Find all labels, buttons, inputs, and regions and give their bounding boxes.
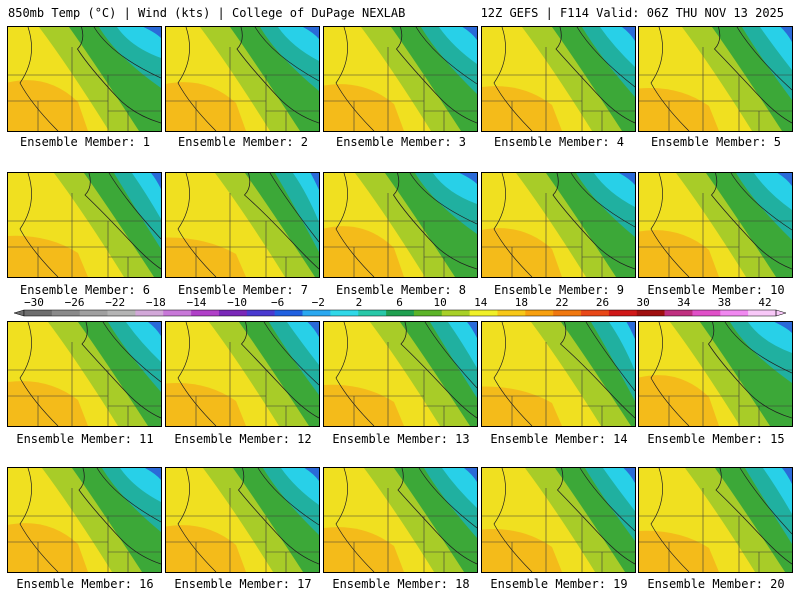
colorbar-swatch: [748, 310, 777, 316]
colorbar-swatch: [135, 310, 164, 316]
colorbar-high-arrow: [775, 309, 787, 317]
ensemble-member-map: [481, 321, 636, 427]
ensemble-member-label: Ensemble Member: 10: [647, 283, 785, 297]
colorbar-swatch: [608, 310, 638, 316]
colorbar-swatch: [636, 310, 665, 316]
ensemble-member-label: Ensemble Member: 9: [493, 283, 625, 297]
colorbar-tick-label: 30: [637, 296, 650, 309]
ensemble-member-label: Ensemble Member: 7: [177, 283, 309, 297]
colorbar-tick-label: −6: [271, 296, 284, 309]
ensemble-member-label: Ensemble Member: 3: [335, 135, 467, 149]
ensemble-member-map: [165, 172, 320, 278]
ensemble-member-label: Ensemble Member: 20: [647, 577, 785, 591]
ensemble-member-map: [323, 172, 478, 278]
ensemble-member-label: Ensemble Member: 8: [335, 283, 467, 297]
ensemble-member-map: [323, 321, 478, 427]
colorbar-tick-label: 26: [596, 296, 609, 309]
colorbar-tick-label: 18: [515, 296, 528, 309]
ensemble-member-map: [638, 467, 793, 573]
colorbar-swatch: [525, 310, 554, 316]
colorbar-swatch: [107, 310, 136, 316]
colorbar-swatch: [163, 310, 192, 316]
colorbar-swatch: [302, 310, 331, 316]
ensemble-member-map: [165, 321, 320, 427]
ensemble-member-label: Ensemble Member: 19: [490, 577, 628, 591]
colorbar-tick-label: −14: [187, 296, 207, 309]
ensemble-member-label: Ensemble Member: 16: [16, 577, 154, 591]
ensemble-member-label: Ensemble Member: 11: [16, 432, 154, 446]
colorbar-tick-label: 42: [758, 296, 771, 309]
colorbar-tick-label: 10: [433, 296, 446, 309]
colorbar-tick-label: −10: [227, 296, 247, 309]
colorbar-swatch: [664, 310, 693, 316]
colorbar-swatch: [274, 310, 303, 316]
ensemble-member-map: [323, 26, 478, 132]
colorbar-tick-label: −26: [65, 296, 85, 309]
colorbar-tick-label: 14: [474, 296, 488, 309]
ensemble-member-label: Ensemble Member: 12: [174, 432, 312, 446]
colorbar-tick-label: 6: [396, 296, 403, 309]
colorbar-swatch: [581, 310, 610, 316]
colorbar-swatch: [386, 310, 415, 316]
ensemble-member-label: Ensemble Member: 4: [493, 135, 625, 149]
colorbar-swatch: [330, 310, 359, 316]
ensemble-member-map: [7, 26, 162, 132]
colorbar-tick-label: 22: [555, 296, 568, 309]
colorbar-swatch: [24, 310, 53, 316]
colorbar-swatch: [79, 310, 108, 316]
ensemble-member-map: [638, 321, 793, 427]
temperature-colorbar: −30 −26 −22 −18 −14 −10 −6 −2 2 6 10 14 18 22 26 30 34 38…: [0, 295, 800, 320]
colorbar-swatch: [246, 310, 275, 316]
ensemble-member-map: [638, 26, 793, 132]
colorbar-tick-label: 2: [356, 296, 363, 309]
colorbar-low-arrow: [13, 309, 25, 317]
ensemble-member-map: [323, 467, 478, 573]
colorbar-swatch: [191, 310, 220, 316]
colorbar-swatch: [51, 310, 81, 316]
ensemble-member-label: Ensemble Member: 17: [174, 577, 312, 591]
ensemble-member-map: [481, 467, 636, 573]
colorbar-tick-label: −22: [105, 296, 125, 309]
colorbar-swatch: [413, 310, 443, 316]
ensemble-member-label: Ensemble Member: 14: [490, 432, 628, 446]
colorbar-swatch: [441, 310, 470, 316]
colorbar-swatch: [469, 310, 498, 316]
ensemble-member-map: [481, 26, 636, 132]
map-title: 850mb Temp (°C) | Wind (kts) | College o…: [8, 6, 406, 20]
colorbar-tick-label: −2: [312, 296, 325, 309]
colorbar-swatch: [692, 310, 721, 316]
colorbar-tick-label: −30: [24, 296, 44, 309]
colorbar-swatch: [358, 310, 387, 316]
colorbar-swatch: [218, 310, 248, 316]
colorbar-swatch: [720, 310, 749, 316]
ensemble-member-label: Ensemble Member: 13: [332, 432, 470, 446]
ensemble-member-map: [7, 321, 162, 427]
colorbar-swatch: [553, 310, 582, 316]
ensemble-member-label: Ensemble Member: 18: [332, 577, 470, 591]
ensemble-member-label: Ensemble Member: 5: [650, 135, 782, 149]
ensemble-member-label: Ensemble Member: 6: [19, 283, 151, 297]
ensemble-member-label: Ensemble Member: 1: [19, 135, 151, 149]
colorbar-swatch: [497, 310, 526, 316]
ensemble-member-map: [481, 172, 636, 278]
ensemble-member-map: [165, 26, 320, 132]
ensemble-member-map: [7, 172, 162, 278]
colorbar-tick-label: 38: [718, 296, 731, 309]
ensemble-member-label: Ensemble Member: 15: [647, 432, 785, 446]
ensemble-member-map: [638, 172, 793, 278]
ensemble-member-map: [7, 467, 162, 573]
ensemble-member-map: [165, 467, 320, 573]
ensemble-member-label: Ensemble Member: 2: [177, 135, 309, 149]
colorbar-tick-label: −18: [146, 296, 166, 309]
valid-time: 12Z GEFS | F114 Valid: 06Z THU NOV 13 20…: [480, 6, 784, 20]
colorbar-tick-label: 34: [677, 296, 691, 309]
